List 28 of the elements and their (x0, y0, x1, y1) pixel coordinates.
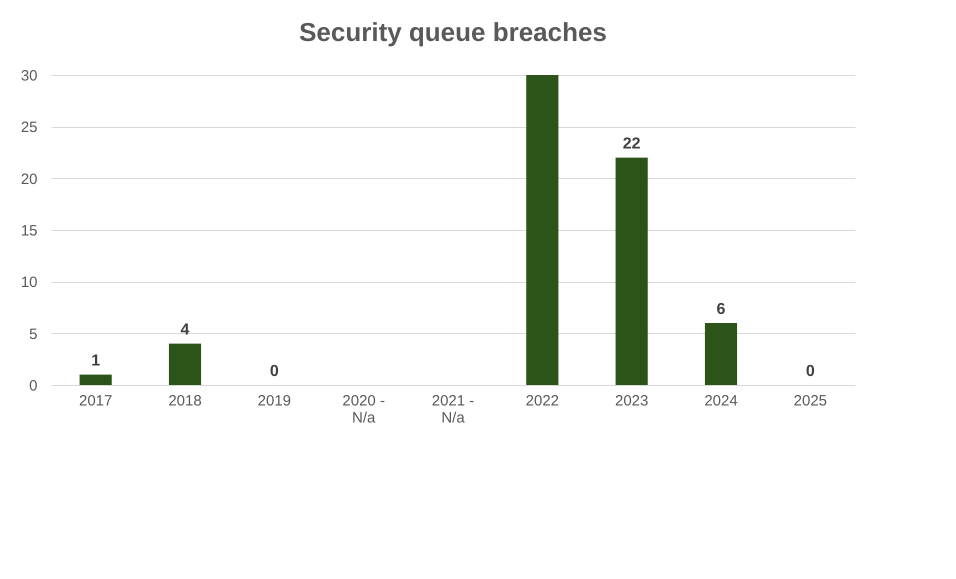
x-tick-label: 2020 - N/a (342, 392, 385, 426)
chart-title: Security queue breaches (299, 17, 607, 47)
x-tick-label: 2021 - N/a (432, 392, 474, 426)
x-tick-label: 2023 (614, 392, 648, 410)
bar (526, 75, 558, 385)
y-tick-label: 10 (20, 274, 38, 292)
data-label: 22 (622, 136, 641, 153)
y-tick-label: 0 (29, 378, 38, 394)
x-tick-label: 2017 (78, 392, 112, 410)
data-label: 0 (806, 363, 815, 380)
y-tick-label: 15 (20, 222, 38, 240)
data-label: 1 (91, 352, 100, 370)
x-tick-label: 2024 (704, 392, 738, 410)
x-tick-label: 2025 (794, 392, 828, 410)
bar (80, 374, 112, 385)
y-tick-label: 5 (29, 326, 38, 343)
bar (168, 344, 202, 385)
y-tick-label: 30 (20, 68, 38, 84)
x-tick-label: 2019 (258, 392, 292, 410)
y-tick-label: 20 (20, 170, 38, 188)
x-tick-label: 2018 (168, 392, 202, 410)
data-label: 4 (180, 322, 190, 339)
data-label: 6 (716, 301, 726, 318)
y-tick-label: 25 (20, 119, 38, 136)
x-tick-label: 2022 (526, 392, 560, 410)
data-label: 0 (270, 363, 279, 380)
bar (616, 158, 648, 385)
bar (704, 323, 738, 385)
